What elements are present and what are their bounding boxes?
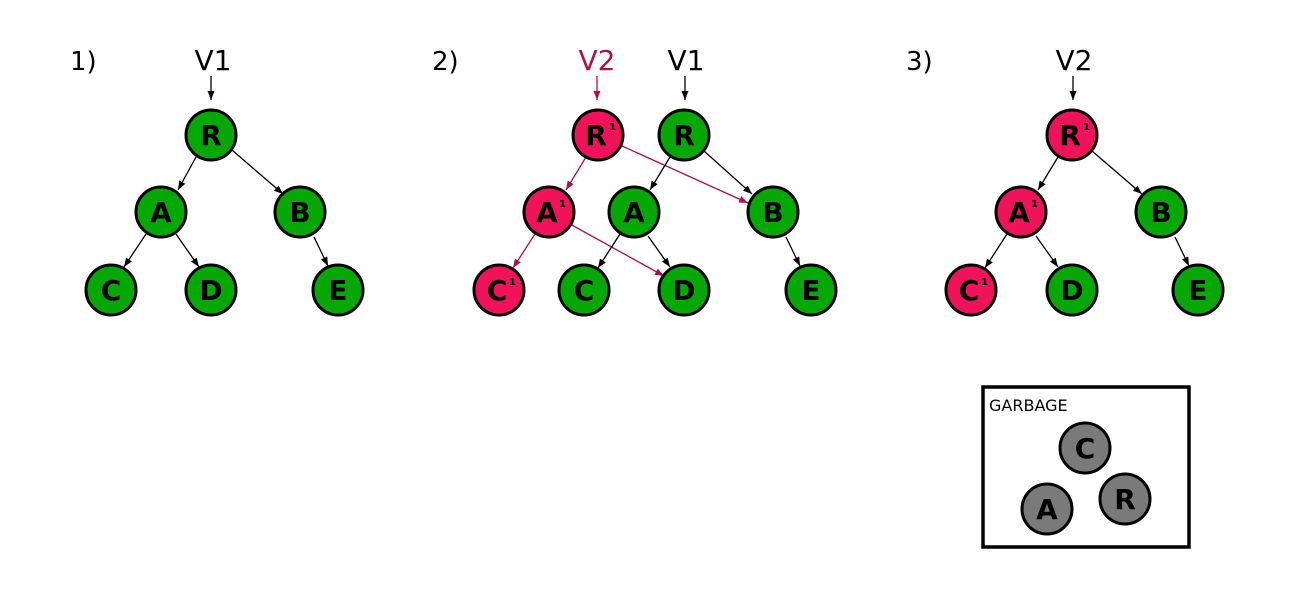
version-label-v1: V1	[668, 44, 705, 77]
edge-r1-a1	[1037, 156, 1059, 191]
node-d: D	[1045, 263, 1099, 317]
step-label: 2)	[432, 47, 459, 77]
svg-text:A: A	[150, 196, 172, 229]
node-c: C	[557, 263, 611, 317]
svg-text:R: R	[200, 119, 222, 152]
node-r: R	[657, 108, 711, 162]
version-pointer-v1: V1	[668, 44, 705, 100]
garbage-node-r: R	[1098, 472, 1152, 526]
svg-text:1: 1	[1083, 122, 1090, 133]
svg-text:R: R	[585, 119, 607, 152]
edges	[512, 145, 801, 277]
svg-text:B: B	[762, 196, 783, 229]
step-label: 3)	[906, 47, 933, 77]
svg-text:B: B	[1150, 196, 1171, 229]
edge-a1-c1	[984, 233, 1008, 269]
svg-text:E: E	[1188, 274, 1207, 307]
svg-text:1: 1	[559, 199, 566, 210]
node-a: A	[134, 185, 188, 239]
node-a1: A 1	[522, 185, 576, 239]
node-b: B	[746, 185, 800, 239]
garbage-node-c: C	[1058, 421, 1112, 475]
edge-a-d	[647, 235, 671, 268]
garbage-node-a: A	[1020, 482, 1074, 536]
svg-text:C: C	[959, 274, 980, 307]
node-b: B	[1134, 185, 1188, 239]
garbage-title: GARBAGE	[989, 396, 1068, 415]
edge-a1-d	[1035, 235, 1059, 268]
svg-text:E: E	[328, 274, 347, 307]
node-a: A	[607, 185, 661, 239]
svg-text:C: C	[1075, 432, 1096, 465]
svg-text:1: 1	[509, 277, 516, 288]
svg-text:A: A	[1008, 196, 1030, 229]
edge-b-e	[785, 236, 801, 267]
edges	[123, 149, 329, 268]
node-c1: C 1	[472, 263, 526, 317]
edge-a-c	[597, 233, 621, 269]
node-a1: A 1	[994, 185, 1048, 239]
edge-a-d	[175, 233, 200, 268]
panel-1: 1) V1 R A B C D	[70, 44, 365, 317]
node-r1: R 1	[1045, 108, 1099, 162]
edge-r-a	[177, 156, 197, 191]
version-label-v2: V2	[579, 44, 616, 77]
node-c: C	[84, 263, 138, 317]
svg-text:A: A	[536, 196, 558, 229]
node-e: E	[784, 263, 838, 317]
node-d: D	[657, 263, 711, 317]
node-b: B	[273, 185, 327, 239]
svg-text:C: C	[487, 274, 508, 307]
svg-text:C: C	[101, 274, 122, 307]
node-d: D	[184, 263, 238, 317]
svg-text:D: D	[199, 274, 222, 307]
node-r1: R 1	[571, 108, 625, 162]
edge-a1-d	[569, 223, 665, 277]
svg-text:A: A	[623, 196, 645, 229]
step-label: 1)	[70, 47, 97, 77]
edge-r-a	[649, 156, 671, 191]
svg-text:E: E	[801, 274, 820, 307]
svg-text:C: C	[574, 274, 595, 307]
node-r: R	[184, 108, 238, 162]
svg-text:R: R	[1059, 119, 1081, 152]
version-pointer-v2: V2	[1056, 44, 1093, 100]
version-label-v1: V1	[195, 44, 232, 77]
svg-text:1: 1	[609, 122, 616, 133]
edge-a-c	[123, 233, 147, 268]
svg-text:R: R	[673, 119, 695, 152]
edges	[984, 150, 1190, 269]
edge-r-b	[703, 150, 753, 195]
edge-r-b	[231, 149, 284, 195]
svg-text:D: D	[1060, 274, 1083, 307]
node-c1: C 1	[944, 263, 998, 317]
version-label-v2: V2	[1056, 44, 1093, 77]
edge-b-e	[313, 236, 329, 267]
edge-b-e	[1174, 236, 1190, 267]
garbage-box: GARBAGE C A R	[981, 385, 1191, 549]
node-e: E	[311, 263, 365, 317]
version-pointer-v1: V1	[195, 44, 232, 100]
edge-r1-a1	[565, 156, 587, 191]
version-pointer-v2: V2	[579, 44, 616, 100]
svg-text:R: R	[1114, 483, 1136, 516]
edge-a1-c1	[512, 233, 536, 269]
svg-text:D: D	[672, 274, 695, 307]
svg-text:A: A	[1036, 493, 1058, 526]
svg-text:B: B	[289, 196, 310, 229]
edge-r1-b	[621, 145, 749, 204]
panel-2: 2) V2 V1 R 1 R	[432, 44, 838, 317]
edge-r1-b	[1091, 150, 1143, 195]
svg-text:1: 1	[981, 277, 988, 288]
node-e: E	[1171, 263, 1225, 317]
svg-text:1: 1	[1031, 199, 1038, 210]
panel-3: 3) V2 R 1 A 1 B C 1	[906, 44, 1225, 317]
